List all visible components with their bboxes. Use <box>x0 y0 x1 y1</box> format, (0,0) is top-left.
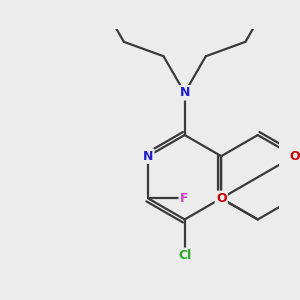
Text: N: N <box>179 86 190 99</box>
Text: O: O <box>216 192 226 205</box>
Text: N: N <box>143 150 153 163</box>
Text: O: O <box>289 150 300 163</box>
Text: F: F <box>180 192 188 205</box>
Text: Cl: Cl <box>178 249 191 262</box>
